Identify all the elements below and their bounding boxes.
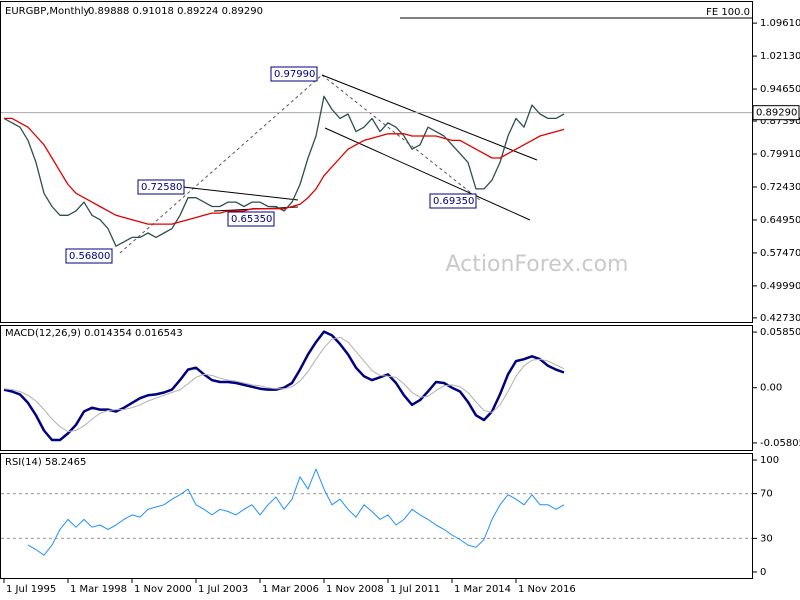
x-tick-label: 1 Nov 2016: [518, 584, 576, 595]
x-tick-label: 1 Mar 2014: [454, 584, 511, 595]
annotation: 0.69350: [433, 196, 474, 207]
x-tick-label: 1 Mar 2006: [262, 584, 319, 595]
y-tick-label: 30: [760, 533, 773, 544]
y-tick-label: 0.058502: [760, 327, 800, 338]
x-tick-label: 1 Mar 1998: [70, 584, 127, 595]
annotation: 0.56800: [69, 251, 110, 262]
annotation-box: [65, 248, 113, 264]
rsi-title: RSI(14) 58.2465: [5, 457, 86, 468]
watermark: ActionForex.com: [446, 252, 629, 277]
y-tick-label: 0.49990: [760, 281, 800, 292]
ohlc-label: 0.89888 0.91018 0.89224 0.89290: [88, 6, 263, 17]
trend-line: [182, 186, 299, 201]
y-tick-label: 0.42730: [760, 313, 800, 324]
series-line: [3, 330, 565, 442]
y-tick-label: 0: [760, 567, 766, 578]
channel-line: [321, 74, 538, 161]
rsi-pane: [0, 453, 753, 579]
y-tick-label: 70: [760, 489, 773, 500]
x-tick-label: 1 Nov 2008: [326, 584, 384, 595]
annotation-box: [137, 179, 185, 195]
y-tick-label: 0.94650: [760, 84, 800, 95]
x-tick-label: 1 Jul 2003: [198, 584, 248, 595]
y-tick-label: 1.02130: [760, 51, 800, 62]
macd-title: MACD(12,26,9) 0.014354 0.016543: [5, 328, 183, 339]
y-tick-label: 0.72430: [760, 182, 800, 193]
annotation-box: [270, 66, 318, 82]
series-line: [27, 468, 565, 556]
price-title: EURGBP,Monthly: [5, 6, 90, 17]
last-price-label: 0.89290: [756, 108, 797, 119]
price-pane: [0, 1, 753, 323]
y-tick-label: 0.57470: [760, 248, 800, 259]
annotation: 0.97990: [274, 69, 315, 80]
x-tick-label: 1 Jul 2011: [390, 584, 440, 595]
fe-label: FE 100.0: [706, 7, 750, 18]
y-tick-label: 0.79910: [760, 149, 800, 160]
y-tick-label: 0.64950: [760, 215, 800, 226]
series-line: [3, 95, 565, 247]
series-line: [4, 117, 565, 225]
y-tick-label: 100: [760, 455, 779, 466]
annotation: 0.72580: [141, 182, 182, 193]
y-tick-label: 1.09610: [760, 18, 800, 29]
annotation-box: [227, 211, 275, 227]
annotation-box: [429, 193, 477, 209]
y-tick-label: 0.87390: [760, 116, 800, 127]
y-tick-label: -0.058054: [760, 438, 800, 449]
annotation: 0.65350: [231, 214, 272, 225]
y-tick-label: 0.00: [760, 383, 782, 394]
last-price-box: [752, 105, 800, 121]
x-tick-label: 1 Nov 2000: [134, 584, 192, 595]
x-tick-label: 1 Jul 1995: [6, 584, 56, 595]
trend-line: [119, 74, 323, 254]
series-line: [3, 336, 565, 432]
